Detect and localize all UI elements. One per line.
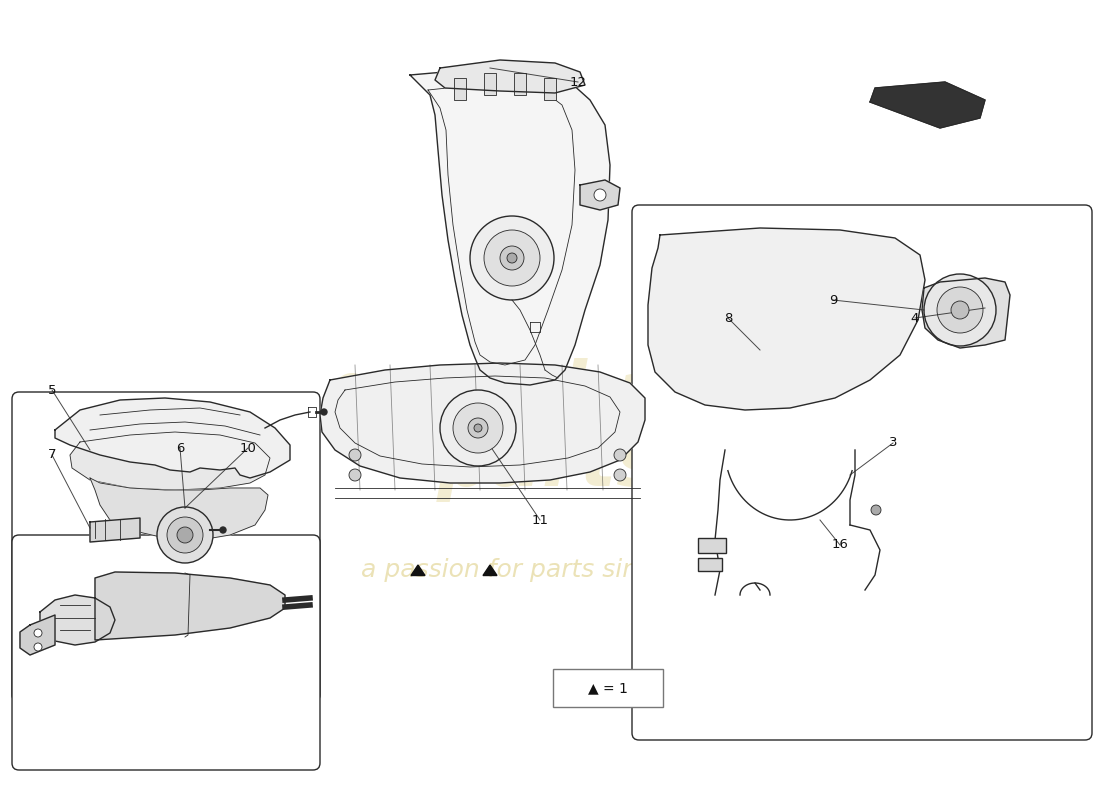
Polygon shape [90,478,268,540]
FancyBboxPatch shape [12,392,320,702]
Circle shape [453,403,503,453]
Text: 9: 9 [828,294,837,306]
Circle shape [614,449,626,461]
Polygon shape [648,228,925,410]
Circle shape [349,469,361,481]
Polygon shape [483,565,497,575]
Circle shape [507,253,517,263]
Polygon shape [20,615,55,655]
Polygon shape [580,180,620,210]
FancyBboxPatch shape [632,205,1092,740]
Text: a passion for parts since 1985: a passion for parts since 1985 [361,558,739,582]
Text: 8: 8 [724,311,733,325]
Text: 4: 4 [911,311,920,325]
Circle shape [34,643,42,651]
Text: 6: 6 [176,442,184,454]
Polygon shape [70,432,270,490]
Text: 5: 5 [47,383,56,397]
Polygon shape [434,60,585,93]
Bar [698,558,722,571]
Circle shape [167,517,204,553]
Bar [454,78,466,100]
Polygon shape [320,363,645,483]
Circle shape [470,216,554,300]
Text: 7: 7 [47,449,56,462]
Text: 11: 11 [531,514,549,526]
Circle shape [500,246,524,270]
Circle shape [157,507,213,563]
Circle shape [484,230,540,286]
Circle shape [474,424,482,432]
Bar [698,538,726,553]
Polygon shape [90,518,140,542]
Circle shape [321,409,327,415]
Circle shape [937,287,983,333]
Circle shape [468,418,488,438]
Text: 12: 12 [570,75,586,89]
FancyBboxPatch shape [12,535,320,770]
Circle shape [34,629,42,637]
Circle shape [924,274,996,346]
Text: 16: 16 [832,538,848,551]
Bar [484,73,496,95]
Circle shape [440,390,516,466]
Bar [514,73,526,95]
Polygon shape [40,595,116,645]
Circle shape [952,301,969,319]
Text: ▲ = 1: ▲ = 1 [588,681,628,695]
Polygon shape [55,398,290,478]
Polygon shape [95,572,285,640]
Text: gymkhana
parts: gymkhana parts [327,358,773,502]
Circle shape [594,189,606,201]
Polygon shape [410,68,610,385]
Circle shape [220,527,225,533]
Polygon shape [922,278,1010,348]
Text: 10: 10 [240,442,256,454]
Bar [544,78,556,100]
Polygon shape [870,82,984,128]
Circle shape [614,469,626,481]
Polygon shape [411,565,425,575]
FancyBboxPatch shape [553,669,663,707]
Text: 3: 3 [889,437,898,450]
Circle shape [871,505,881,515]
Circle shape [177,527,192,543]
Circle shape [349,449,361,461]
